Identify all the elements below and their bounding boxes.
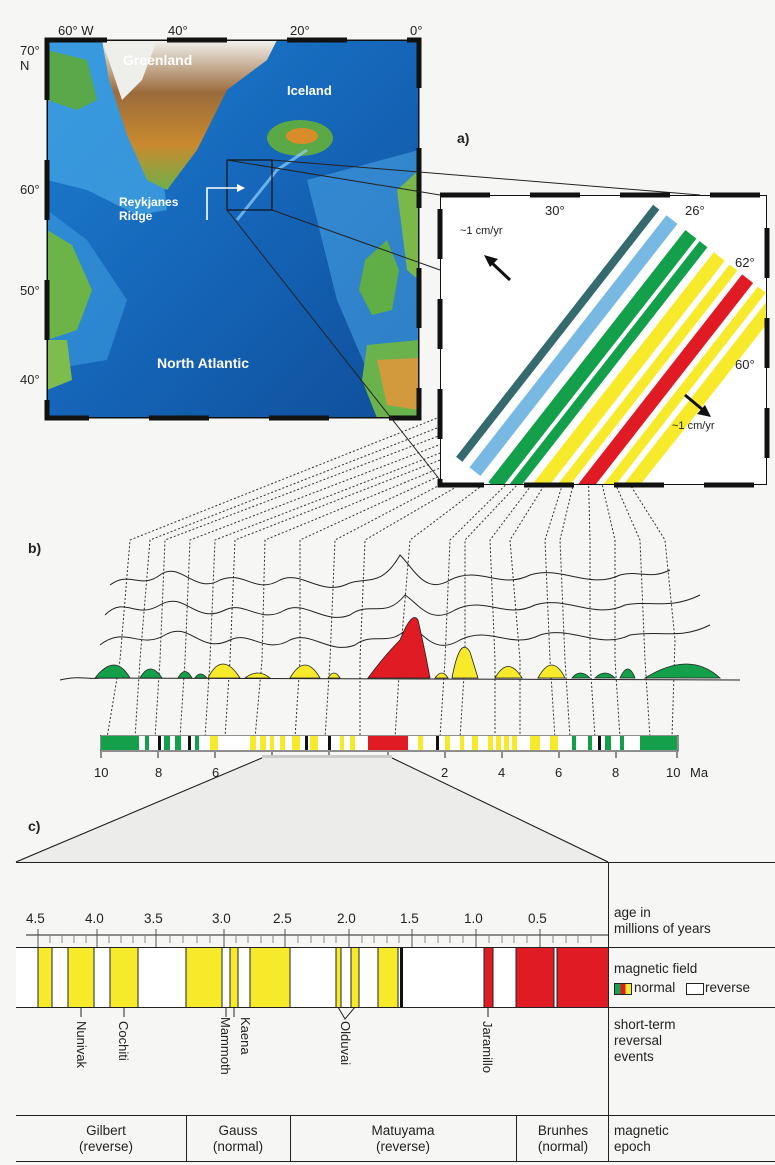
map-tick-top-3: 20° — [290, 23, 310, 38]
age-tick-1: 4.5 — [26, 911, 45, 926]
panel-b-label: b) — [28, 540, 42, 556]
rate-left-label: ~1 cm/yr — [460, 225, 503, 237]
event-mammoth: Mammoth — [218, 1017, 233, 1075]
epoch-brunhes: Brunhes (normal) — [518, 1123, 608, 1155]
axis-tick-3: 6 — [212, 765, 220, 780]
axis-tick-8: 4 — [498, 765, 506, 780]
map-frame — [44, 37, 422, 421]
age-tick-9: 0.5 — [528, 911, 547, 926]
legend-reverse-label: reverse — [705, 980, 751, 995]
legend-normal-swatch — [614, 983, 632, 995]
epoch-gauss-name: Gauss — [218, 1123, 258, 1138]
age-tick-8: 1.0 — [464, 911, 483, 926]
north-atlantic-label: North Atlantic — [157, 355, 250, 371]
age-tick-4: 3.0 — [212, 911, 231, 926]
north-atlantic-map — [47, 40, 419, 418]
axis-unit: Ma — [690, 765, 709, 780]
map-tick-top-2: 40° — [168, 23, 188, 38]
age-tick-3: 3.5 — [144, 911, 163, 926]
epoch-gilbert: Gilbert (reverse) — [36, 1123, 176, 1155]
iceland-label: Iceland — [287, 83, 332, 98]
event-kaena: Kaena — [238, 1017, 253, 1055]
epoch-gauss: Gauss (normal) — [188, 1123, 288, 1155]
axis-tick-10: 8 — [612, 765, 620, 780]
map-tick-left-1: 70° N — [20, 43, 40, 73]
magnetic-field-band — [16, 948, 608, 1007]
age-tick-7: 1.5 — [400, 911, 419, 926]
axis-tick-7: 2 — [441, 765, 449, 780]
age-tick-5: 2.5 — [273, 911, 292, 926]
event-markers — [80, 1007, 489, 1020]
epoch-matuyama-type: (reverse) — [375, 1139, 430, 1154]
map-tick-left-3: 50° — [20, 283, 40, 298]
zoom-fan — [15, 757, 609, 863]
epoch-matuyama-name: Matuyama — [371, 1123, 435, 1138]
epoch-gilbert-type: (reverse) — [78, 1139, 133, 1154]
panel-a-label: a) — [457, 130, 470, 146]
axis-tick-11: 10 — [666, 765, 681, 780]
legend-reverse-swatch — [686, 983, 704, 995]
magnetic-anomaly-profiles — [59, 554, 741, 681]
event-nunivak: Nunivak — [74, 1021, 89, 1068]
epoch-brunhes-type: (normal) — [537, 1139, 589, 1154]
age-tick-2: 4.0 — [85, 911, 104, 926]
panel-c-label: c) — [28, 818, 41, 834]
event-jaramillo: Jaramillo — [480, 1021, 495, 1074]
map-tick-top-1: 60° W — [58, 23, 94, 38]
label-magnetic-field: magnetic field — [614, 961, 698, 976]
inset-frame — [437, 192, 770, 488]
axis-tick-1: 10 — [94, 765, 109, 780]
label-age: age in millions of years — [614, 905, 711, 936]
map-tick-left-4: 40° — [20, 372, 40, 387]
polarity-bar — [100, 735, 679, 752]
map-panel: Greenland Iceland Reykjanes Ridge North … — [47, 40, 419, 418]
greenland-landmass — [102, 40, 277, 190]
greenland-label: Greenland — [123, 52, 193, 68]
inset-tick-right-1: 62° — [735, 255, 755, 270]
spreading-arrow-right — [684, 393, 711, 417]
axis-tick-2: 8 — [155, 765, 163, 780]
age-tick-6: 2.0 — [337, 911, 356, 926]
rate-right-label: ~1 cm/yr — [672, 420, 715, 432]
epoch-gauss-type: (normal) — [212, 1139, 264, 1154]
epoch-matuyama: Matuyama (reverse) — [292, 1123, 514, 1155]
legend-normal-label: normal — [634, 980, 676, 995]
spreading-arrow-left — [484, 255, 512, 282]
zoom-range-highlight — [262, 755, 392, 759]
anomaly-fills — [94, 617, 722, 679]
epoch-gilbert-name: Gilbert — [86, 1123, 126, 1138]
timescale-table: 4.5 4.0 3.5 3.0 2.5 2.0 1.5 1.0 0.5 — [16, 862, 775, 1162]
inset-tick-top-1: 30° — [545, 203, 565, 218]
event-olduvai: Olduvai — [338, 1021, 353, 1066]
reykjanes-ridge-label: Reykjanes Ridge — [119, 195, 179, 223]
map-tick-top-4: 0° — [410, 23, 423, 38]
epoch-brunhes-name: Brunhes — [537, 1123, 589, 1138]
axis-tick-9: 6 — [555, 765, 563, 780]
inset-tick-top-2: 26° — [685, 203, 705, 218]
inset-tick-right-2: 60° — [735, 357, 755, 372]
map-tick-left-2: 60° — [20, 182, 40, 197]
age-ruler — [26, 929, 608, 947]
event-cochiti: Cochiti — [116, 1021, 131, 1061]
label-epoch: magnetic epoch — [614, 1123, 669, 1154]
label-events: short-term reversal events — [614, 1017, 676, 1064]
